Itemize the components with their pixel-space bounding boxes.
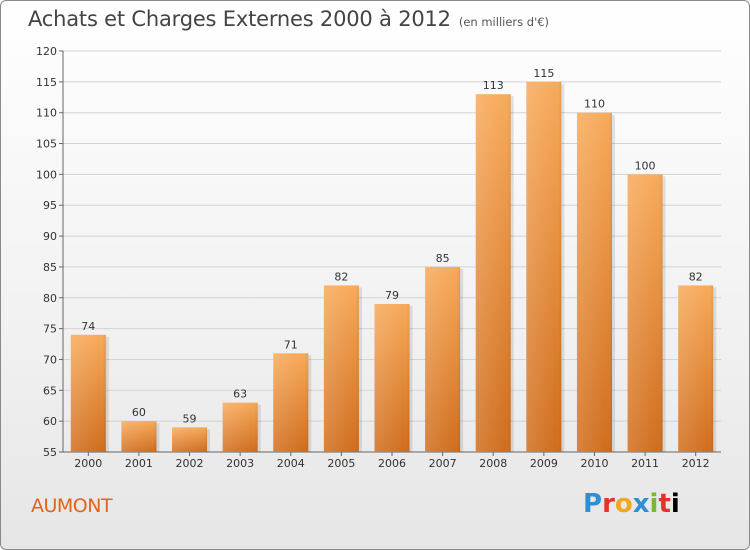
x-tick-label: 2008 [479, 457, 507, 470]
y-tick-label: 120 [36, 45, 57, 58]
axis-layer: 55 60 65 70 75 80 85 90 95 100 105 110 115 120 2000 200… [36, 45, 721, 470]
y-tick-label: 95 [43, 199, 57, 212]
y-tick-label: 80 [43, 292, 57, 305]
x-tick-label: 2009 [530, 457, 558, 470]
subtitle-text: (en milliers d'€) [458, 15, 550, 29]
bar-highlight [475, 94, 511, 452]
data-label: 60 [132, 406, 146, 419]
data-label: 100 [635, 159, 656, 172]
commune-name: AUMONT [31, 495, 113, 517]
y-tick-label: 85 [43, 261, 57, 274]
x-tick-label: 2000 [74, 457, 102, 470]
label-layer: 74 60 59 63 71 82 79 85 113 115 110 100 82 [81, 67, 702, 425]
bar-highlight [70, 334, 106, 452]
bar-highlight [273, 353, 309, 452]
bar-highlight [222, 402, 258, 452]
y-tick-label: 75 [43, 323, 57, 336]
y-tick-label: 55 [43, 446, 57, 459]
x-tick-label: 2002 [176, 457, 204, 470]
y-tick-label: 65 [43, 384, 57, 397]
bar-highlight [526, 81, 562, 452]
data-label: 115 [533, 67, 554, 80]
bar-highlight [374, 303, 410, 452]
data-label: 63 [233, 388, 247, 401]
x-tick-label: 2012 [682, 457, 710, 470]
y-tick-label: 100 [36, 168, 57, 181]
data-label: 59 [183, 412, 197, 425]
x-tick-label: 2001 [125, 457, 153, 470]
y-tick-label: 60 [43, 415, 57, 428]
bar-highlight [121, 421, 157, 452]
bar-highlight [678, 285, 714, 452]
bar-highlight [576, 112, 612, 452]
data-label: 79 [385, 289, 399, 302]
x-tick-label: 2004 [277, 457, 305, 470]
x-tick-label: 2006 [378, 457, 406, 470]
x-tick-label: 2005 [327, 457, 355, 470]
data-label: 74 [81, 320, 95, 333]
x-tick-label: 2003 [226, 457, 254, 470]
bar-highlight [425, 266, 461, 452]
y-tick-label: 70 [43, 353, 57, 366]
bar-highlight [172, 427, 208, 452]
proxiti-logo: Proxiti [583, 489, 680, 519]
x-tick-label: 2007 [429, 457, 457, 470]
bar-layer [70, 81, 717, 452]
bar-highlight [627, 174, 663, 452]
data-label: 113 [483, 79, 504, 92]
x-tick-label: 2010 [580, 457, 608, 470]
data-label: 82 [689, 270, 703, 283]
y-tick-label: 115 [36, 76, 57, 89]
bar-highlight [323, 285, 359, 452]
data-label: 85 [436, 252, 450, 265]
data-label: 71 [284, 338, 298, 351]
y-tick-label: 90 [43, 230, 57, 243]
data-label: 110 [584, 98, 605, 111]
x-tick-label: 2011 [631, 457, 659, 470]
chart-title: Achats et Charges Externes 2000 à 2012 (e… [28, 7, 549, 31]
title-text: Achats et Charges Externes 2000 à 2012 [28, 7, 451, 31]
y-tick-label: 105 [36, 138, 57, 151]
y-tick-label: 110 [36, 107, 57, 120]
data-label: 82 [334, 270, 348, 283]
